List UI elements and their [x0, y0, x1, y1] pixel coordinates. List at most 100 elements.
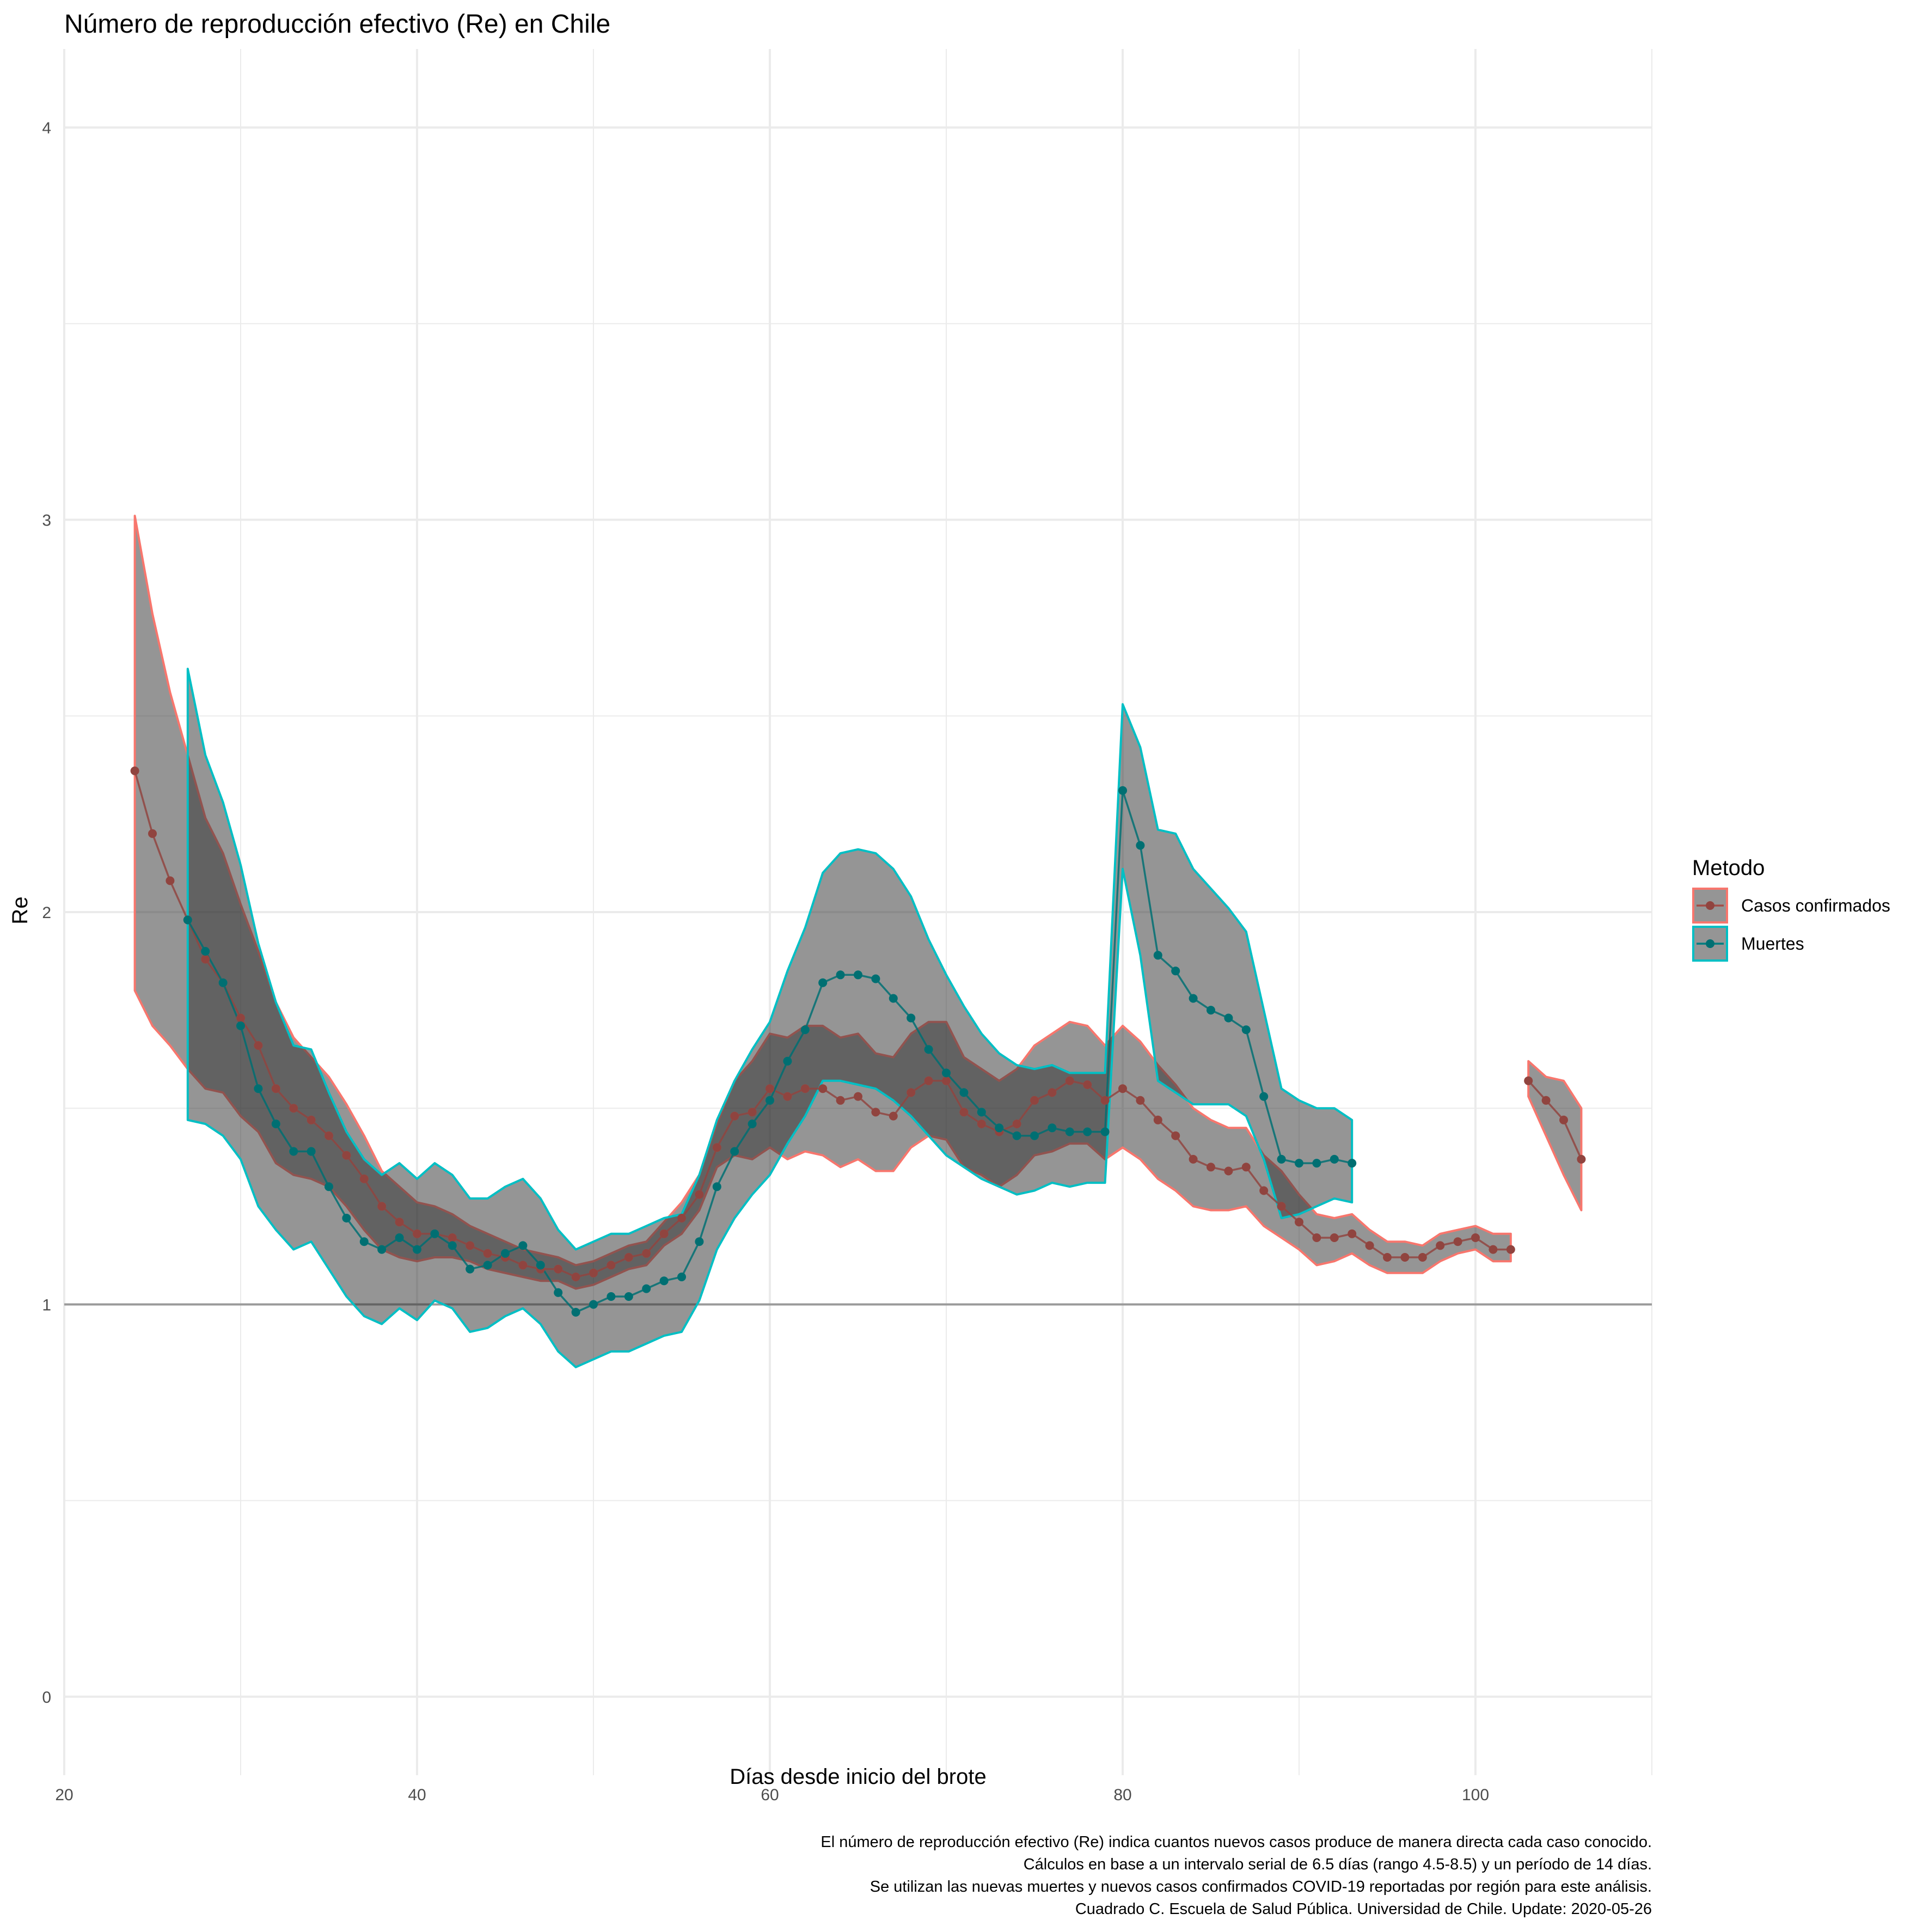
- data-point-muertes: [677, 1273, 686, 1281]
- data-point-casos: [1383, 1253, 1392, 1262]
- series-points: [130, 766, 1586, 1317]
- data-point-shade: [1330, 1233, 1339, 1242]
- data-point-casos: [1524, 1076, 1533, 1085]
- data-point-shade: [607, 1261, 616, 1270]
- data-point-shade: [518, 1241, 528, 1250]
- data-point-muertes: [289, 1147, 298, 1156]
- data-point-muertes: [1171, 967, 1180, 976]
- data-point-casos: [236, 1013, 245, 1023]
- data-point-shade: [430, 1229, 439, 1238]
- chart-title: Número de reproducción efectivo (Re) en …: [64, 10, 610, 39]
- data-point-shade: [942, 1076, 951, 1085]
- data-point-shade: [448, 1241, 457, 1250]
- data-point-muertes: [889, 994, 898, 1003]
- data-point-shade: [1259, 1186, 1269, 1195]
- x-tick-label: 100: [1462, 1786, 1489, 1804]
- data-point-muertes: [448, 1241, 457, 1250]
- data-point-casos: [1100, 1096, 1110, 1105]
- data-point-muertes: [1118, 786, 1127, 795]
- data-point-casos: [624, 1253, 633, 1262]
- data-point-muertes: [818, 978, 828, 987]
- data-point-casos: [554, 1264, 563, 1274]
- data-point-shade: [766, 1096, 774, 1105]
- data-point-casos: [1171, 1131, 1180, 1140]
- data-point-muertes: [607, 1292, 616, 1301]
- data-point-muertes: [307, 1147, 316, 1156]
- data-point-shade: [1224, 1013, 1233, 1023]
- data-point-shade: [1136, 1096, 1145, 1105]
- data-point-muertes: [1259, 1092, 1269, 1101]
- caption-line-4: Cuadrado C. Escuela de Salud Pública. Un…: [1075, 1900, 1652, 1918]
- data-point-shade: [677, 1273, 686, 1281]
- data-point-muertes: [1030, 1131, 1039, 1140]
- data-point-shade: [642, 1284, 651, 1293]
- data-point-muertes: [659, 1276, 669, 1286]
- data-point-shade: [1241, 1163, 1251, 1172]
- y-tick-label: 2: [42, 904, 51, 922]
- data-point-shade: [1118, 1084, 1127, 1093]
- data-point-casos: [571, 1273, 580, 1281]
- data-point-casos: [659, 1229, 669, 1238]
- data-point-muertes: [536, 1261, 545, 1270]
- data-point-muertes: [624, 1292, 633, 1301]
- data-point-shade: [959, 1108, 969, 1117]
- data-point-shade: [907, 1013, 916, 1023]
- data-point-casos: [695, 1190, 704, 1199]
- data-point-shade: [501, 1249, 510, 1258]
- data-point-muertes: [959, 1088, 969, 1097]
- data-point-casos: [1489, 1245, 1498, 1254]
- data-point-shade: [1418, 1253, 1427, 1262]
- data-point-muertes: [554, 1288, 563, 1297]
- data-point-shade: [324, 1182, 333, 1191]
- data-point-casos: [148, 829, 157, 838]
- data-point-shade: [359, 1174, 369, 1183]
- y-tick-label: 0: [42, 1689, 51, 1707]
- data-point-shade: [907, 1088, 916, 1097]
- data-point-shade: [854, 1092, 862, 1101]
- data-point-shade: [800, 1084, 810, 1093]
- data-point-casos: [1241, 1163, 1251, 1172]
- data-point-shade: [1100, 1127, 1110, 1136]
- data-point-muertes: [1330, 1154, 1339, 1164]
- data-point-shade: [924, 1076, 933, 1085]
- data-point-shade: [1277, 1154, 1286, 1164]
- data-point-shade: [1153, 1115, 1162, 1124]
- data-point-muertes: [836, 970, 845, 980]
- data-point-casos: [1083, 1080, 1092, 1089]
- data-point-muertes: [1348, 1159, 1357, 1168]
- data-point-shade: [1348, 1159, 1357, 1168]
- data-point-shade: [1489, 1245, 1498, 1254]
- data-point-muertes: [430, 1229, 439, 1238]
- series-line-casos-1: [1527, 1080, 1582, 1160]
- data-point-shade: [1207, 1163, 1215, 1172]
- data-point-shade: [1295, 1159, 1303, 1168]
- data-point-muertes: [1241, 1025, 1251, 1035]
- data-point-casos: [1418, 1253, 1427, 1262]
- data-point-shade: [607, 1292, 616, 1301]
- data-point-casos: [871, 1108, 880, 1117]
- legend-title: Metodo: [1692, 856, 1765, 880]
- data-point-muertes: [1048, 1123, 1057, 1133]
- legend-label-muertes: Muertes: [1741, 934, 1804, 953]
- data-point-shade: [395, 1233, 404, 1242]
- data-point-casos: [324, 1131, 333, 1140]
- data-point-shade: [342, 1214, 351, 1222]
- data-point-muertes: [1277, 1154, 1286, 1164]
- data-point-casos: [254, 1041, 263, 1050]
- legend-key-point: [1706, 901, 1714, 910]
- data-point-shade: [783, 1092, 792, 1101]
- data-point-shade: [1083, 1127, 1092, 1136]
- y-axis-label: Re: [8, 896, 32, 924]
- data-point-casos: [818, 1084, 828, 1093]
- data-point-casos: [836, 1096, 845, 1105]
- data-point-shade: [589, 1300, 598, 1309]
- data-point-casos: [1559, 1115, 1568, 1124]
- data-point-casos: [642, 1249, 651, 1258]
- data-point-shade: [642, 1249, 651, 1258]
- data-point-shade: [871, 1108, 880, 1117]
- data-point-casos: [466, 1241, 475, 1250]
- data-point-shade: [483, 1261, 492, 1270]
- data-point-shade: [677, 1214, 686, 1222]
- data-point-shade: [1330, 1154, 1339, 1164]
- data-point-muertes: [730, 1147, 739, 1156]
